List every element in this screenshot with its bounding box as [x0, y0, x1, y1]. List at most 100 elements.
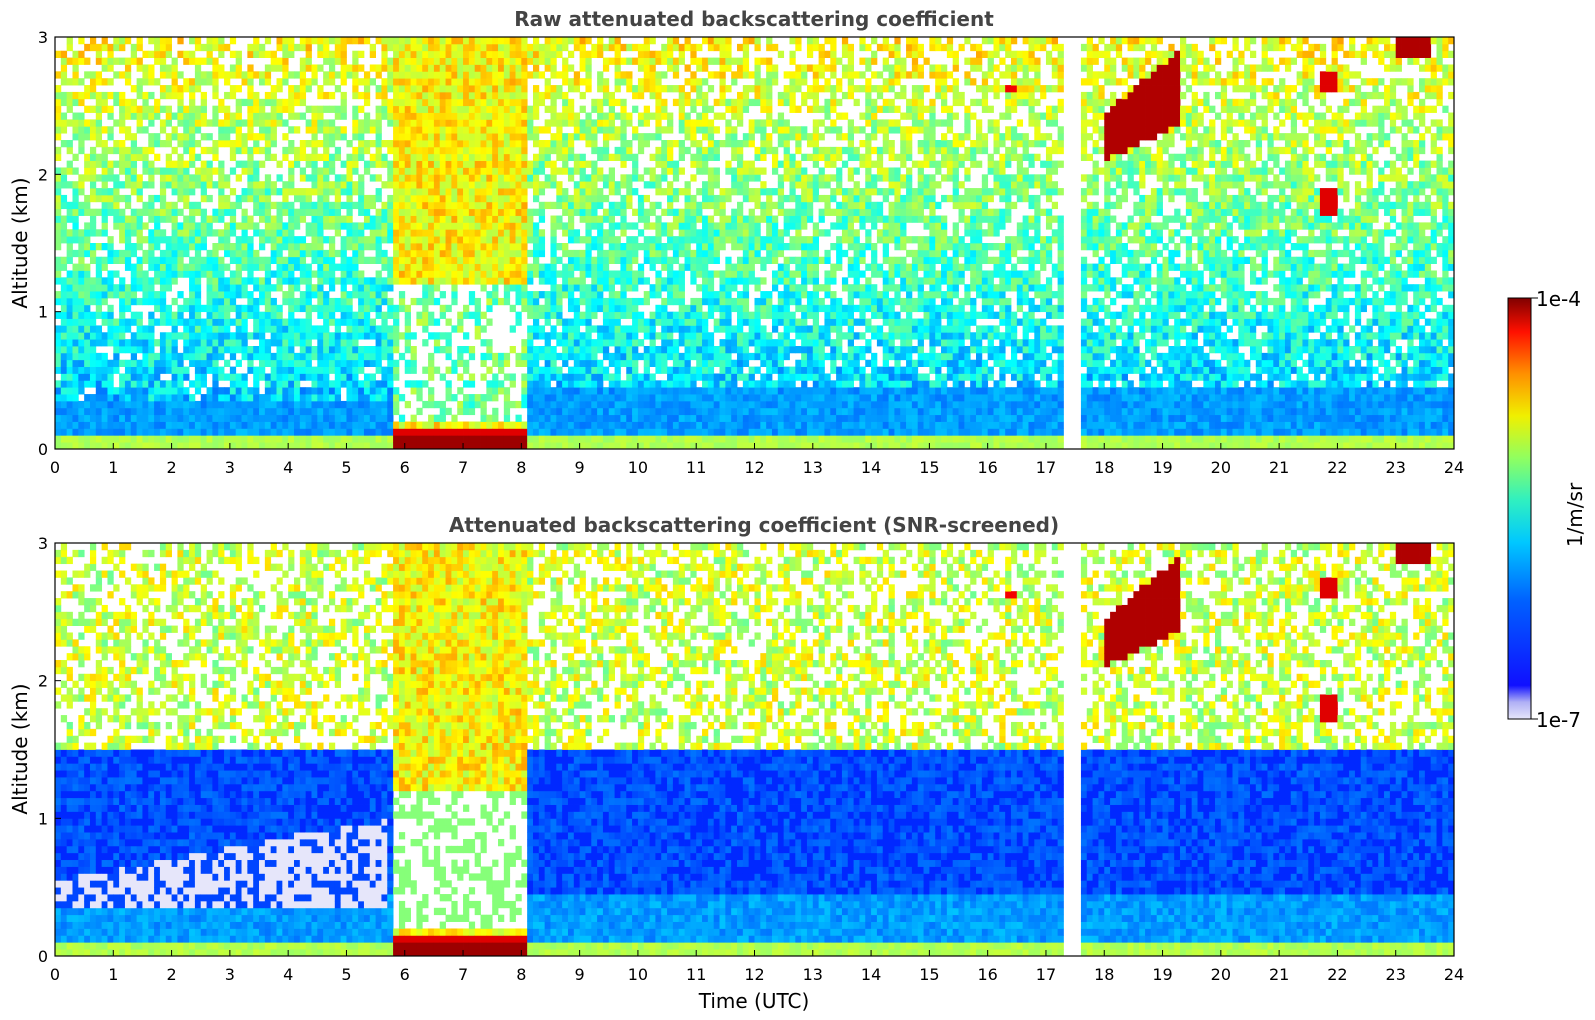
- heatmap-cell: [154, 353, 160, 360]
- heatmap-cell: [177, 332, 183, 339]
- heatmap-cell: [644, 44, 650, 51]
- heatmap-cell: [201, 119, 207, 126]
- heatmap-cell: [620, 284, 626, 291]
- heatmap-cell: [61, 229, 67, 236]
- heatmap-cell: [550, 119, 556, 126]
- heatmap-cell: [277, 44, 283, 51]
- heatmap-cell: [137, 229, 143, 236]
- heatmap-cell: [358, 401, 364, 408]
- heatmap-cell: [603, 319, 609, 326]
- heatmap-cell: [469, 373, 475, 380]
- heatmap-cell: [504, 71, 510, 78]
- heatmap-cell: [615, 188, 621, 195]
- heatmap-cell: [177, 209, 183, 216]
- heatmap-cell: [393, 222, 399, 229]
- heatmap-cell: [550, 353, 556, 360]
- heatmap-cell: [160, 353, 166, 360]
- heatmap-cell: [277, 387, 283, 394]
- heatmap-cell: [498, 188, 504, 195]
- heatmap-cell: [61, 119, 67, 126]
- heatmap-cell: [346, 305, 352, 312]
- heatmap-cell: [562, 222, 568, 229]
- heatmap-cell: [61, 380, 67, 387]
- heatmap-cell: [55, 387, 61, 394]
- heatmap-cell: [137, 428, 143, 435]
- heatmap-cell: [632, 298, 638, 305]
- heatmap-cell: [142, 394, 148, 401]
- heatmap-cell: [90, 319, 96, 326]
- heatmap-cell: [212, 435, 218, 442]
- heatmap-cell: [329, 106, 335, 113]
- heatmap-cell: [306, 373, 312, 380]
- heatmap-cell: [626, 119, 632, 126]
- heatmap-cell: [539, 305, 545, 312]
- heatmap-cell: [195, 339, 201, 346]
- heatmap-cell: [411, 37, 417, 44]
- heatmap-cell: [160, 319, 166, 326]
- heatmap-cell: [393, 373, 399, 380]
- heatmap-cell: [300, 346, 306, 353]
- heatmap-cell: [72, 181, 78, 188]
- heatmap-cell: [597, 408, 603, 415]
- heatmap-cell: [154, 442, 160, 449]
- heatmap-cell: [428, 442, 434, 449]
- heatmap-cell: [119, 71, 125, 78]
- heatmap-cell: [620, 401, 626, 408]
- heatmap-cell: [661, 113, 667, 120]
- heatmap-cell: [405, 44, 411, 51]
- heatmap-cell: [346, 332, 352, 339]
- heatmap-cell: [644, 373, 650, 380]
- heatmap-cell: [650, 133, 656, 140]
- heatmap-cell: [568, 257, 574, 264]
- heatmap-cell: [550, 58, 556, 65]
- heatmap-cell: [230, 257, 236, 264]
- heatmap-cell: [568, 408, 574, 415]
- heatmap-cell: [486, 85, 492, 92]
- heatmap-cell: [72, 373, 78, 380]
- heatmap-cell: [376, 401, 382, 408]
- heatmap-cell: [545, 174, 551, 181]
- heatmap-cell: [591, 188, 597, 195]
- heatmap-cell: [597, 305, 603, 312]
- heatmap-cell: [341, 380, 347, 387]
- heatmap-cell: [615, 250, 621, 257]
- heatmap-cell: [550, 264, 556, 271]
- heatmap-cell: [265, 216, 271, 223]
- heatmap-cell: [84, 154, 90, 161]
- heatmap-cell: [615, 133, 621, 140]
- heatmap-cell: [492, 353, 498, 360]
- heatmap-cell: [475, 64, 481, 71]
- heatmap-cell: [358, 270, 364, 277]
- heatmap-cell: [352, 78, 358, 85]
- heatmap-cell: [457, 113, 463, 120]
- heatmap-cell: [399, 435, 405, 442]
- heatmap-cell: [638, 147, 644, 154]
- heatmap-cell: [562, 140, 568, 147]
- heatmap-cell: [498, 161, 504, 168]
- heatmap-cell: [516, 216, 522, 223]
- heatmap-cell: [329, 161, 335, 168]
- heatmap-cell: [533, 71, 539, 78]
- heatmap-cell: [265, 312, 271, 319]
- heatmap-cell: [457, 422, 463, 429]
- heatmap-cell: [323, 422, 329, 429]
- heatmap-cell: [253, 312, 259, 319]
- heatmap-cell: [644, 106, 650, 113]
- heatmap-cell: [533, 387, 539, 394]
- heatmap-cell: [218, 415, 224, 422]
- heatmap-cell: [271, 442, 277, 449]
- heatmap-cell: [131, 435, 137, 442]
- heatmap-cell: [451, 270, 457, 277]
- heatmap-cell: [189, 216, 195, 223]
- heatmap-cell: [183, 243, 189, 250]
- heatmap-cell: [61, 325, 67, 332]
- heatmap-cell: [597, 346, 603, 353]
- heatmap-cell: [591, 119, 597, 126]
- heatmap-cell: [516, 435, 522, 442]
- heatmap-cell: [271, 229, 277, 236]
- heatmap-cell: [632, 126, 638, 133]
- heatmap-cell: [107, 236, 113, 243]
- heatmap-cell: [335, 428, 341, 435]
- heatmap-cell: [446, 209, 452, 216]
- heatmap-cell: [492, 298, 498, 305]
